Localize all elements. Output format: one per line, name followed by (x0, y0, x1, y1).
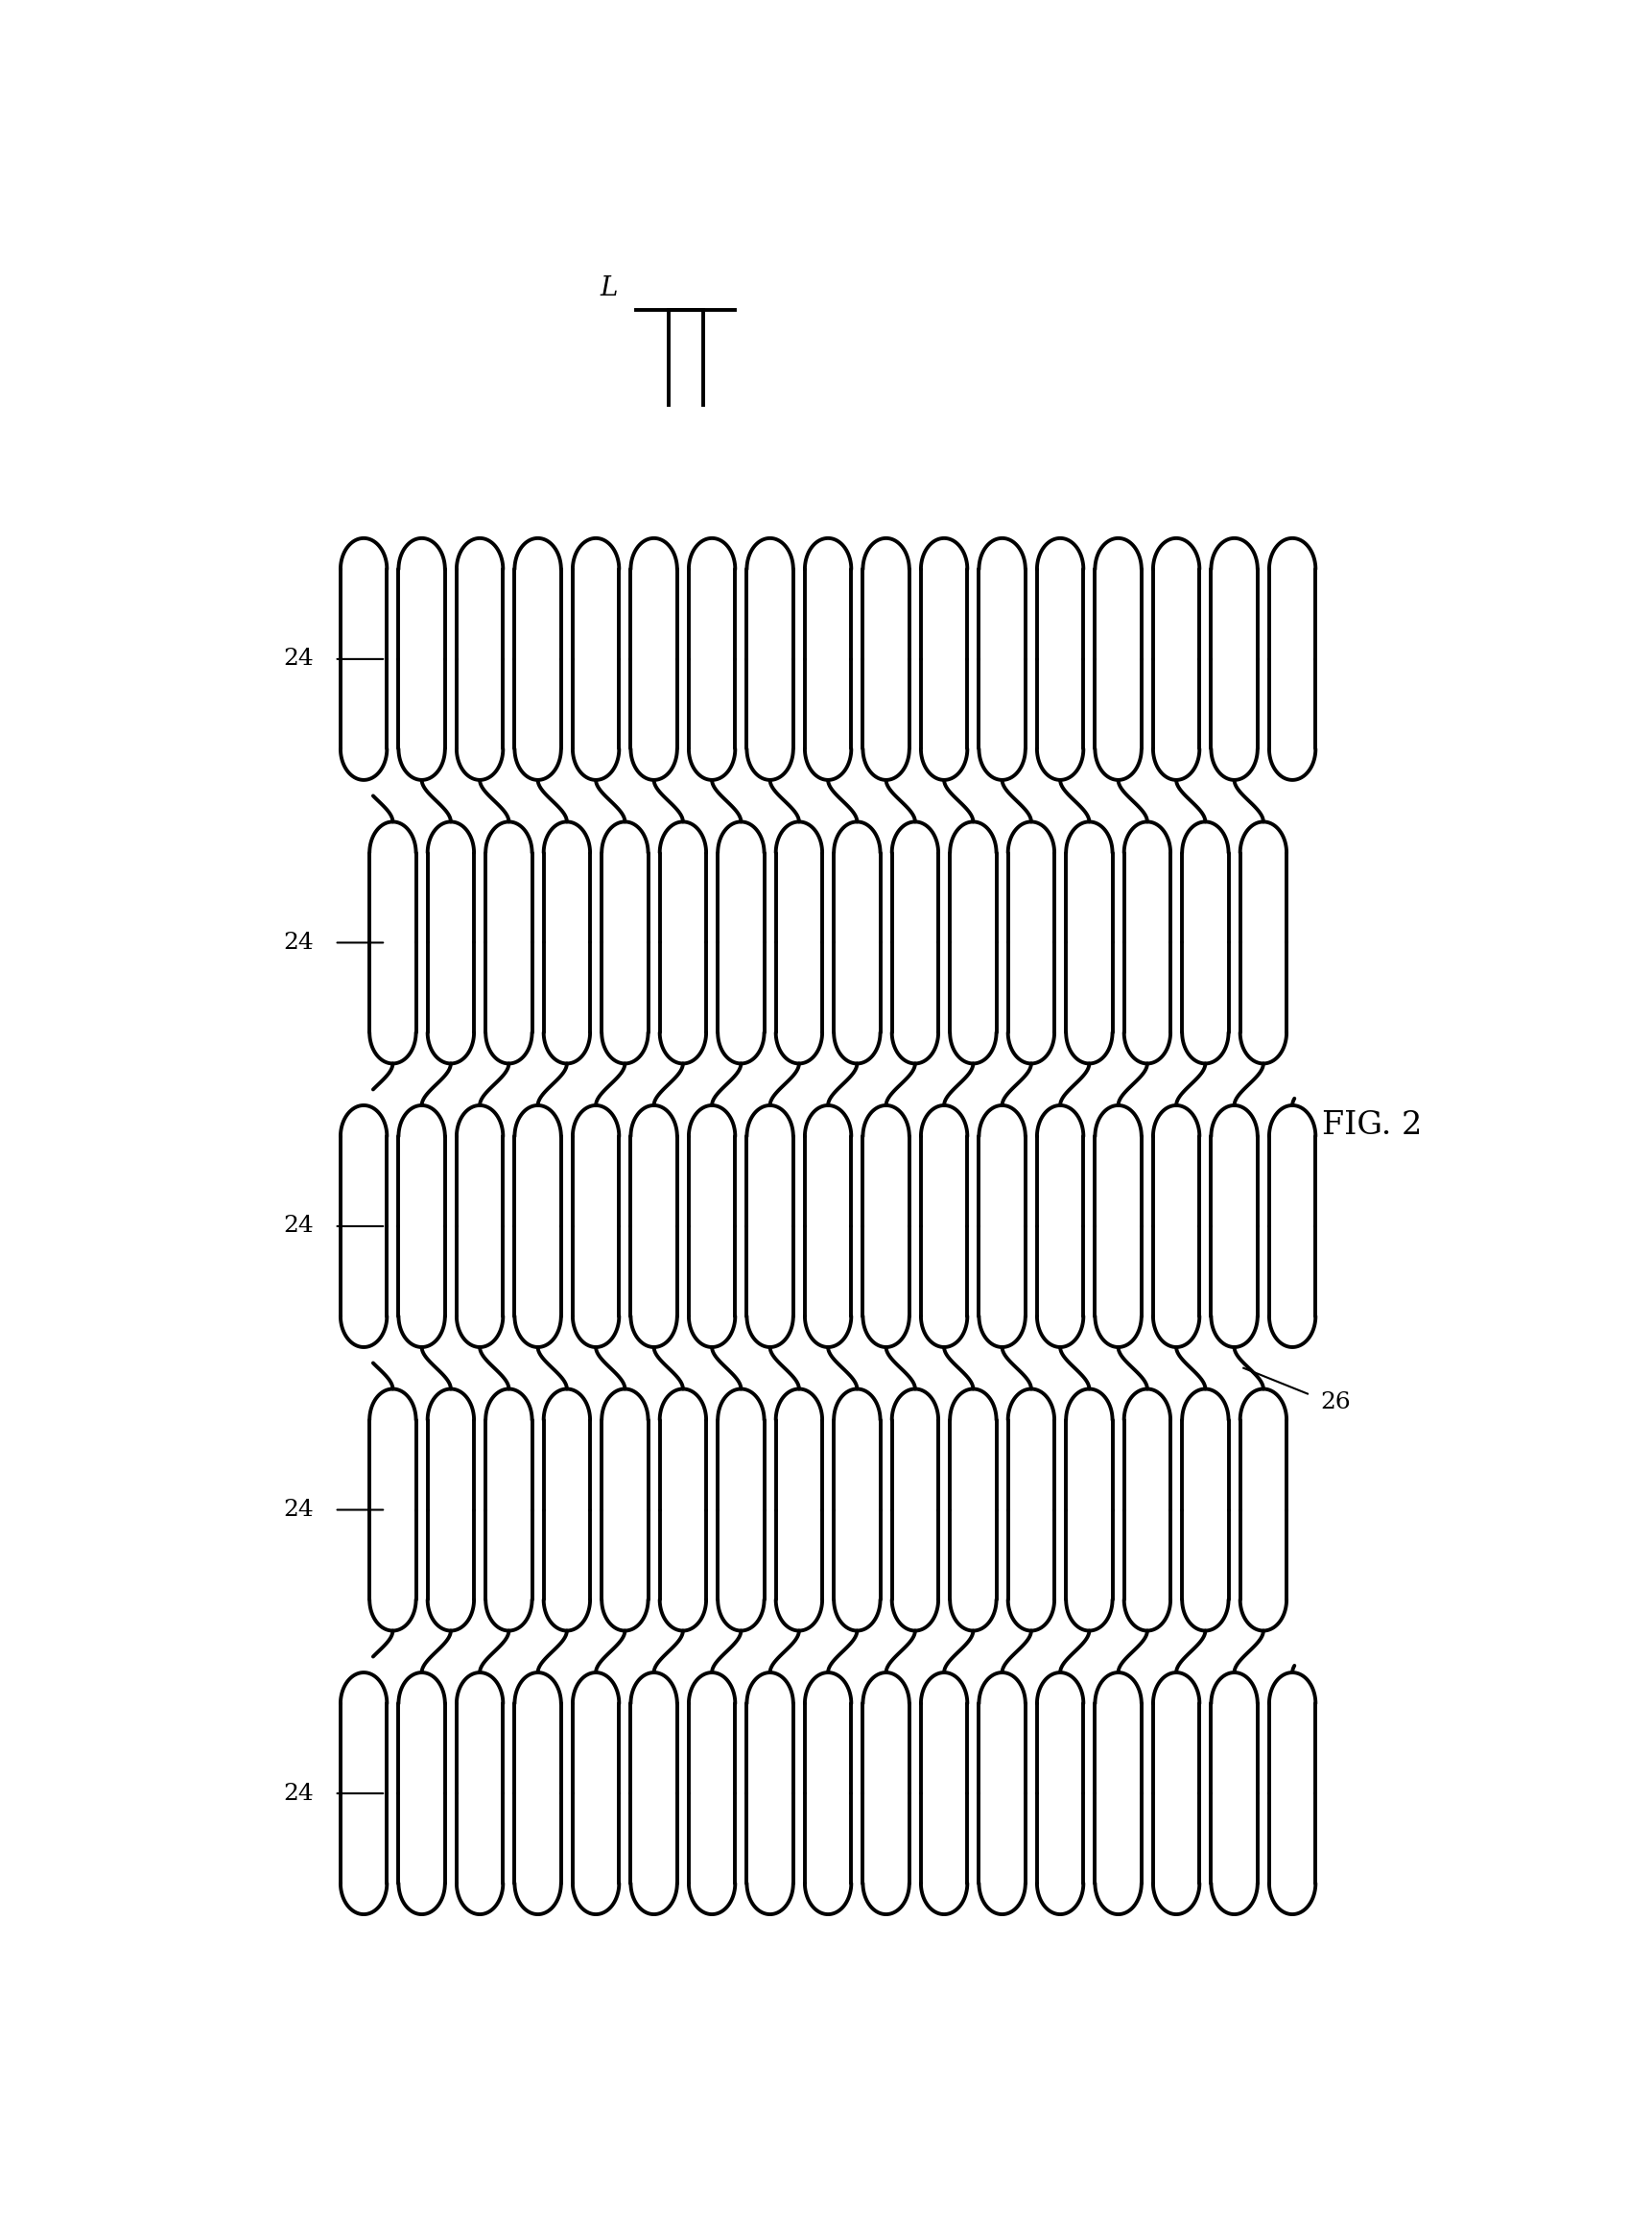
Text: 24: 24 (284, 931, 314, 954)
Text: FIG. 2: FIG. 2 (1322, 1110, 1422, 1141)
Text: L: L (600, 276, 618, 301)
Text: 24: 24 (284, 1499, 314, 1522)
Text: 24: 24 (284, 1214, 314, 1237)
Text: 24: 24 (284, 1782, 314, 1805)
Text: 26: 26 (1320, 1390, 1351, 1413)
Text: 24: 24 (284, 648, 314, 671)
